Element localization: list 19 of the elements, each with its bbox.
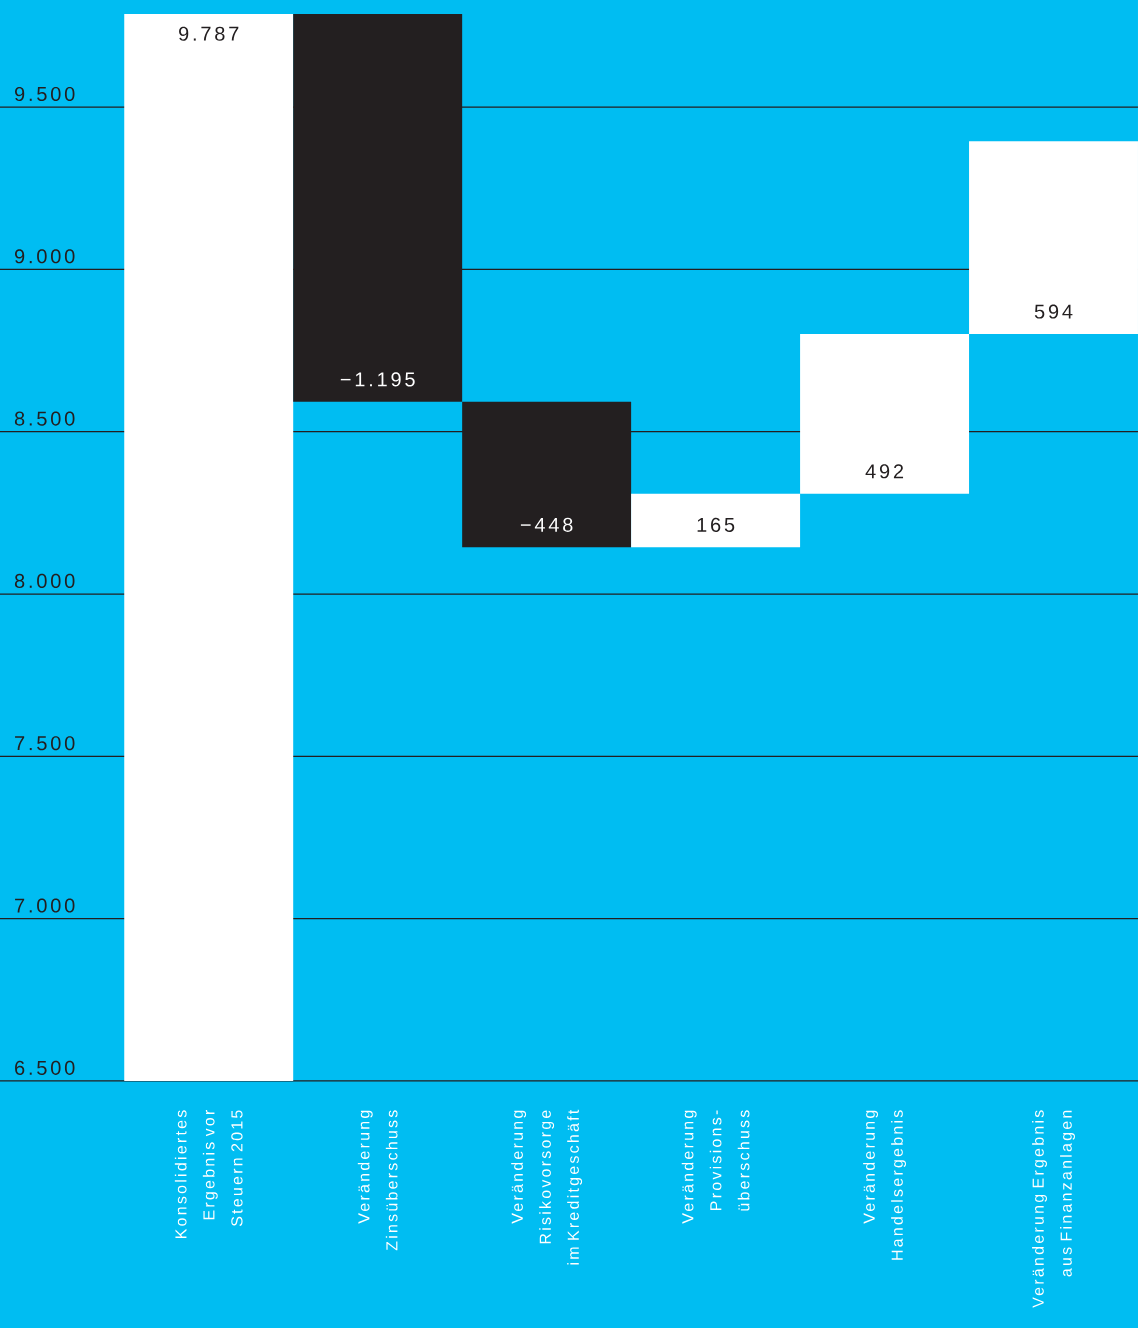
y-tick-label: 7.000 — [15, 898, 75, 913]
y-tick-label: 8.000 — [14, 573, 75, 588]
x-tick-label: Veränderung Risikovorsorge im Kreditgeschäft — [511, 1109, 583, 1265]
x-tick-label: Veränderung Provisions-überschuss — [681, 1110, 750, 1224]
x-tick-label: Konsolidiertes Ergebnis vor Steuern 2015 — [174, 1109, 243, 1238]
y-tick-label: 7.500 — [15, 736, 75, 751]
data-label: 165 — [697, 517, 735, 532]
y-tick-label: 8.500 — [14, 411, 75, 426]
y-tick-label: 6.500 — [15, 1060, 75, 1075]
data-label: 9.787 — [179, 26, 239, 41]
x-tick-label: Veränderung Zinsüberschuss — [357, 1110, 398, 1251]
y-tick-label: 9.500 — [14, 86, 75, 102]
data-label: 492 — [865, 464, 904, 479]
data-label: −448 — [520, 517, 573, 532]
x-tick-label: Veränderung Ergebnis aus Finanzanlagen — [1032, 1110, 1075, 1308]
y-tick-label: 9.000 — [14, 249, 75, 264]
data-label: −1.195 — [340, 372, 415, 387]
x-tick-label: Veränderung Handelsergebnis — [863, 1110, 907, 1260]
data-label: 594 — [1034, 304, 1073, 319]
